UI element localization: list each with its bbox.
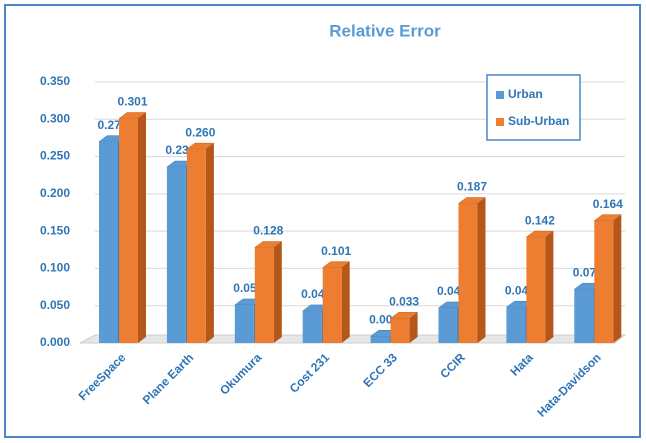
legend-box — [486, 74, 581, 141]
value-label: 0.101 — [321, 244, 351, 258]
legend: Urban Sub-Urban — [486, 74, 581, 141]
bar — [99, 141, 118, 343]
bar — [594, 220, 614, 343]
chart-title: Relative Error — [329, 21, 441, 40]
bar — [234, 304, 254, 343]
bar-side — [477, 197, 486, 343]
bar-side — [341, 261, 350, 343]
value-label: 0.033 — [389, 295, 419, 309]
bar — [574, 289, 594, 343]
bar-side — [273, 241, 282, 343]
bar — [506, 307, 526, 343]
y-tick-label: 0.200 — [40, 186, 70, 200]
bar — [166, 167, 186, 343]
value-label: 0.142 — [525, 213, 555, 227]
value-label: 0.187 — [457, 180, 487, 194]
bar — [302, 310, 322, 343]
bar — [370, 336, 390, 343]
bar — [438, 307, 458, 343]
y-tick-label: 0.100 — [40, 261, 70, 275]
bar-side — [409, 312, 418, 343]
bar — [390, 318, 410, 343]
bar — [526, 237, 546, 343]
bar — [254, 247, 274, 343]
bar-side — [205, 143, 214, 343]
value-label: 0.301 — [117, 95, 147, 109]
value-label: 0.260 — [185, 125, 215, 139]
legend-swatch — [496, 118, 504, 126]
bar — [119, 118, 138, 343]
y-tick-label: 0.300 — [40, 111, 70, 125]
value-label: 0.128 — [253, 224, 283, 238]
floor — [79, 334, 627, 344]
bar — [322, 267, 342, 343]
legend-swatch — [496, 91, 504, 99]
y-tick-label: 0.000 — [40, 335, 70, 349]
y-tick-label: 0.350 — [40, 74, 70, 88]
value-label: 0.164 — [593, 197, 623, 211]
legend-label: Sub-Urban — [508, 114, 569, 128]
y-tick-label: 0.150 — [40, 223, 70, 237]
bar-side — [613, 214, 622, 343]
legend-label: Urban — [508, 87, 543, 101]
bar — [186, 149, 206, 343]
bar-side — [138, 112, 146, 343]
y-tick-label: 0.050 — [40, 298, 70, 312]
bar-side — [545, 231, 554, 343]
bar — [458, 203, 478, 343]
y-tick-label: 0.250 — [40, 149, 70, 163]
